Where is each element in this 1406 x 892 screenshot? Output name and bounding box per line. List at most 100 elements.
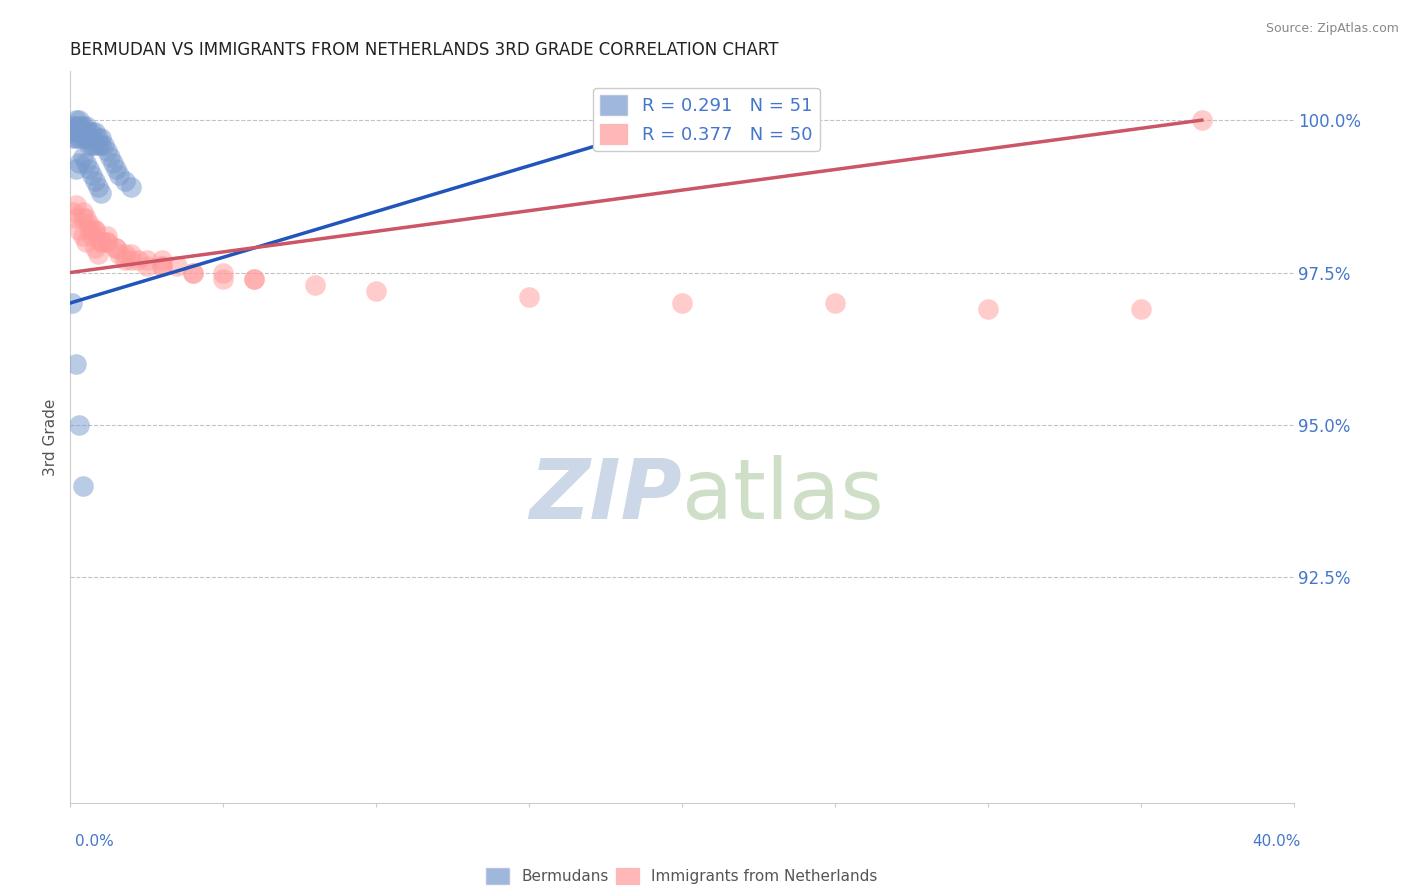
Point [135,260,157,274]
Point [69,120,91,134]
Point [90,131,112,145]
Point [150,260,173,274]
Point [77,217,100,231]
Point [69,417,91,432]
Point [65,198,87,212]
Point [72,125,94,139]
Point [127,253,149,268]
Text: Source: ZipAtlas.com: Source: ZipAtlas.com [1265,22,1399,36]
Point [72,479,94,493]
Point [114,174,136,188]
Point [65,120,87,134]
Text: 40.0%: 40.0% [1253,834,1301,849]
Point [62,204,84,219]
Point [83,125,105,139]
Point [212,266,235,280]
Point [83,241,105,255]
Point [69,223,91,237]
Point [75,120,97,134]
Point [90,235,112,249]
Point [87,131,110,145]
Point [72,204,94,219]
Point [69,125,91,139]
Point [304,277,326,292]
Point [105,241,128,255]
Point [65,125,87,139]
Point [65,113,87,128]
Point [83,137,105,152]
Point [80,131,103,145]
Point [83,223,105,237]
Point [166,260,188,274]
Point [114,253,136,268]
Point [62,120,84,134]
Point [121,253,143,268]
Y-axis label: 3rd Grade: 3rd Grade [44,399,59,475]
Point [65,211,87,225]
Point [75,131,97,145]
Point [75,235,97,249]
Point [96,144,118,158]
Point [77,131,100,145]
Point [80,137,103,152]
Point [93,137,115,152]
Point [75,156,97,170]
Point [977,302,1000,317]
Point [181,266,204,280]
Point [108,247,131,261]
Point [69,131,91,145]
Point [72,211,94,225]
Point [1129,302,1152,317]
Point [517,290,540,304]
Point [65,161,87,176]
Point [366,284,388,298]
Point [72,150,94,164]
Point [72,120,94,134]
Point [87,137,110,152]
Point [181,266,204,280]
Point [87,247,110,261]
Point [101,156,124,170]
Point [77,137,100,152]
Point [83,223,105,237]
Point [243,271,266,285]
Point [121,180,143,194]
Point [72,229,94,244]
Point [96,235,118,249]
Text: BERMUDAN VS IMMIGRANTS FROM NETHERLANDS 3RD GRADE CORRELATION CHART: BERMUDAN VS IMMIGRANTS FROM NETHERLANDS … [70,41,779,59]
Point [80,125,103,139]
Point [69,113,91,128]
Point [72,131,94,145]
Point [105,161,128,176]
Point [150,253,173,268]
Point [65,131,87,145]
Point [1191,113,1213,128]
Point [83,174,105,188]
Point [96,229,118,244]
Text: ZIP: ZIP [529,455,682,536]
Point [77,223,100,237]
Point [62,125,84,139]
Point [75,211,97,225]
Legend: Bermudans, Immigrants from Netherlands: Bermudans, Immigrants from Netherlands [479,862,884,890]
Point [108,168,131,182]
Point [90,137,112,152]
Point [75,125,97,139]
Point [80,223,103,237]
Point [114,247,136,261]
Point [96,235,118,249]
Text: atlas: atlas [682,455,883,536]
Point [98,150,121,164]
Point [135,253,157,268]
Point [62,131,84,145]
Point [87,180,110,194]
Point [80,229,103,244]
Point [65,357,87,371]
Point [243,271,266,285]
Point [60,296,83,310]
Point [150,260,173,274]
Point [90,186,112,201]
Point [824,296,846,310]
Point [671,113,693,128]
Point [77,161,100,176]
